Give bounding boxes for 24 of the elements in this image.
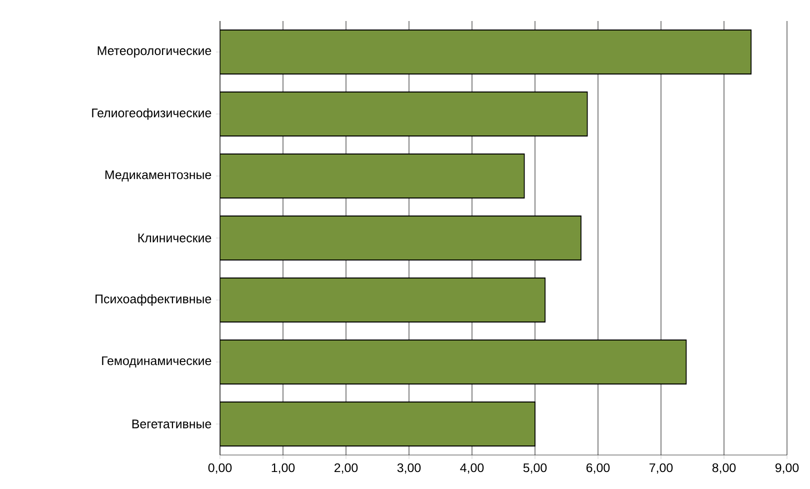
x-tick-label: 9,00 (775, 463, 799, 474)
x-tick-label: 3,00 (397, 463, 421, 474)
y-tick-label: Метеорологические (98, 46, 212, 58)
bar (220, 402, 536, 446)
bar (220, 30, 752, 74)
x-tick-label: 8,00 (712, 463, 736, 474)
x-tick-label: 4,00 (460, 463, 484, 474)
x-tick-label: 2,00 (334, 463, 358, 474)
y-tick-label: Гелиогеофизические (92, 108, 212, 120)
x-tick-label: 0,00 (208, 463, 232, 474)
bar (220, 340, 687, 384)
x-tick-label: 1,00 (272, 463, 295, 474)
y-tick-label: Вегетативные (132, 420, 212, 428)
bar (220, 154, 525, 198)
x-tick-label: 7,00 (650, 463, 673, 474)
y-tick-label: Медикаментозные (105, 170, 212, 182)
y-tick-label: Гемодинамические (102, 356, 212, 368)
x-tick-label: 6,00 (586, 463, 610, 474)
x-tick-label: 5,00 (523, 463, 547, 474)
y-tick-label: Клинические (138, 234, 212, 242)
bar (220, 216, 582, 260)
bar (220, 278, 546, 322)
y-tick-label: Психоаффективные (96, 294, 212, 306)
bar (220, 92, 588, 136)
